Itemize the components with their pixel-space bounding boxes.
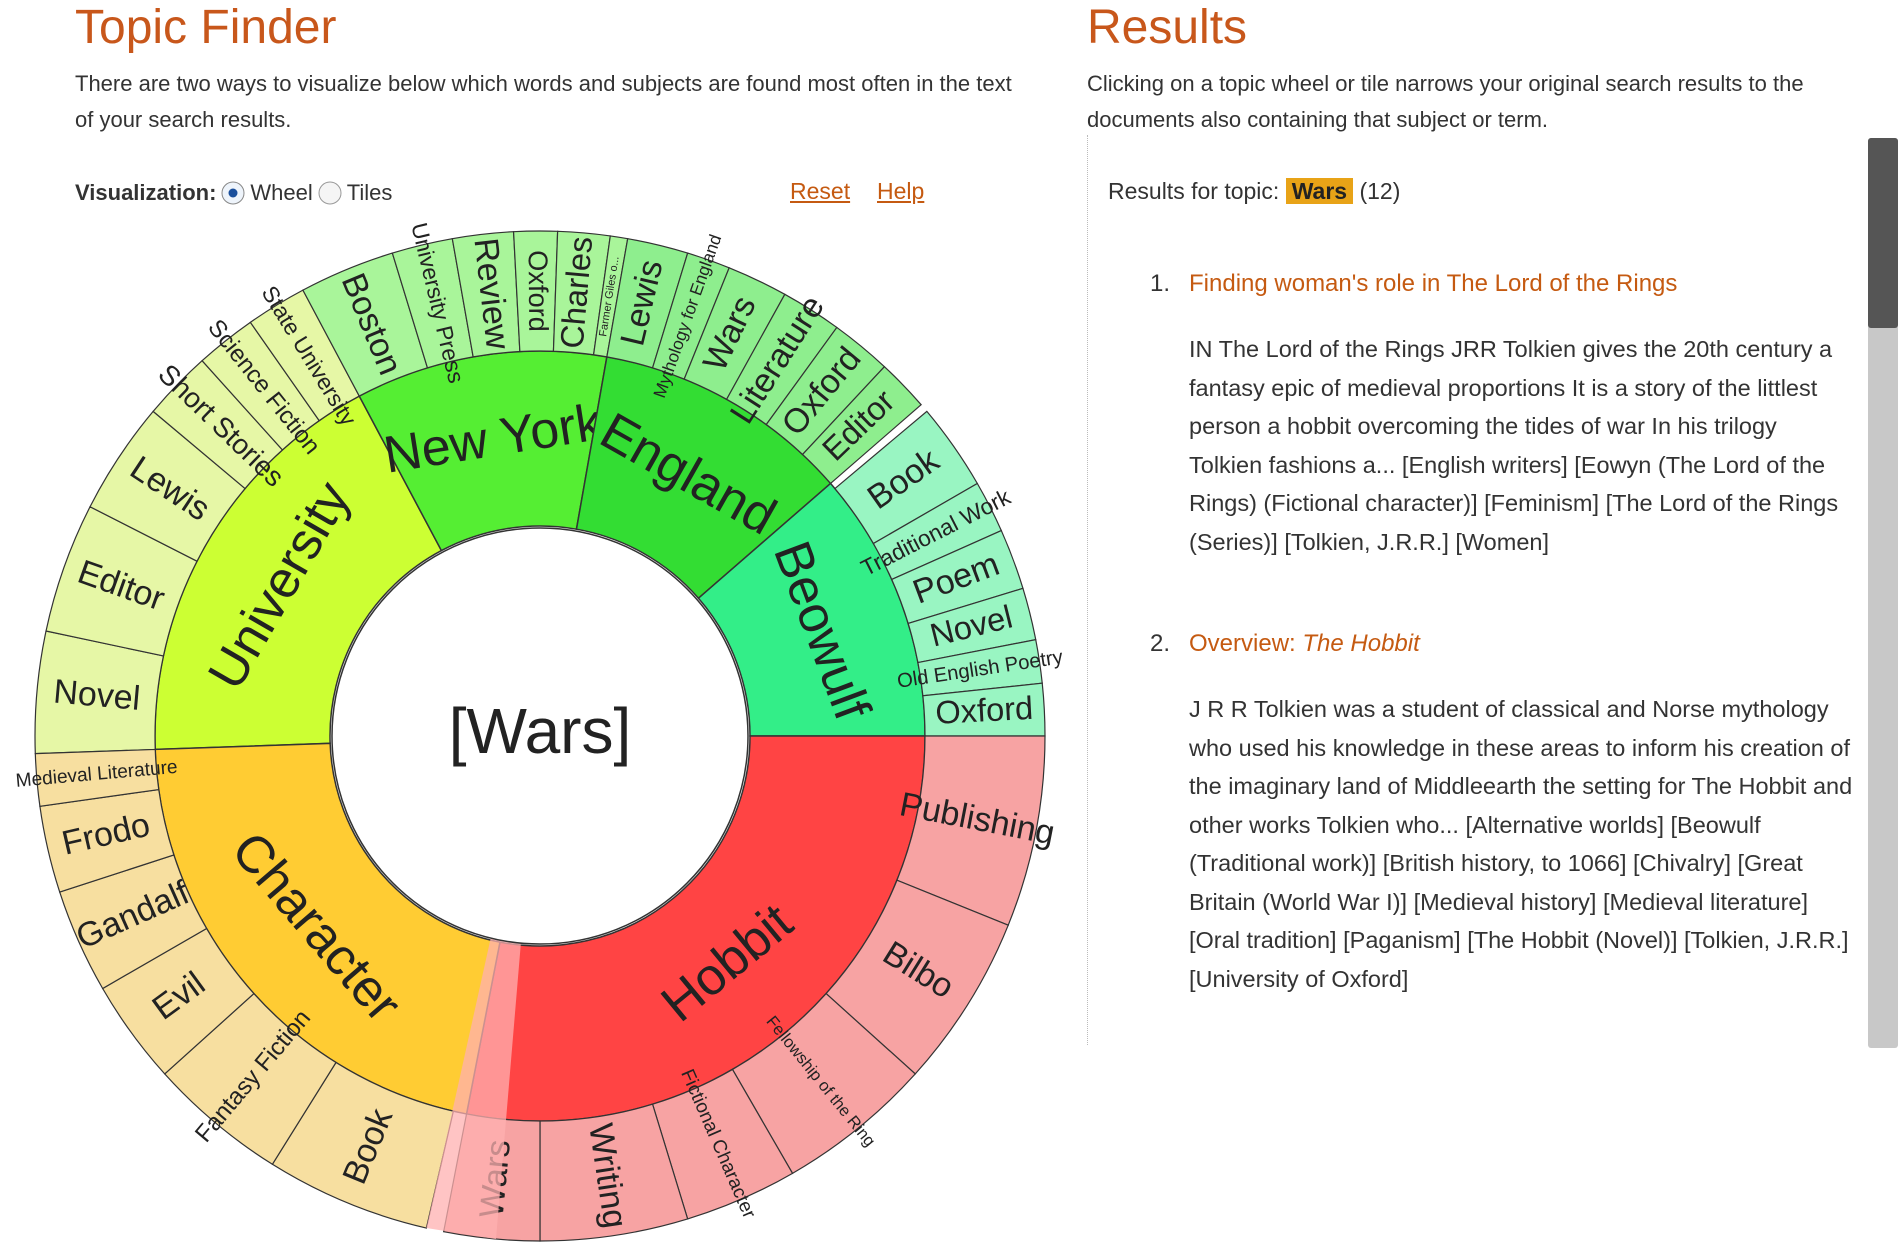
tile-label: Oxford	[523, 250, 555, 332]
tile-label: Oxford	[934, 689, 1034, 731]
result-title-prefix[interactable]: Overview:	[1189, 630, 1296, 657]
result-title-italic[interactable]: The Hobbit	[1302, 630, 1420, 657]
radio-wheel[interactable]	[220, 180, 246, 206]
result-count: (12)	[1359, 178, 1401, 204]
help-link[interactable]: Help	[877, 178, 925, 204]
title: Topic Finder	[75, 1, 337, 54]
result-title[interactable]: Finding woman's role in The Lord of the …	[1189, 270, 1678, 297]
results-title: Results	[1087, 1, 1248, 54]
description: There are two ways to visualize below wh…	[75, 71, 1012, 132]
results-for: Results for topic: Wars (12)	[1108, 178, 1400, 205]
results-description: Clicking on a topic wheel or tile narrow…	[1087, 71, 1804, 132]
radio-tiles[interactable]	[317, 180, 343, 206]
results-prefix: Results for topic:	[1108, 178, 1280, 204]
scroll-thumb[interactable]	[1868, 138, 1898, 328]
item-number: 1.	[1150, 270, 1171, 297]
result-title[interactable]: Overview: The Hobbit	[1189, 630, 1420, 658]
viz-label: Visualization:	[75, 180, 217, 205]
viz-options: Visualization: Wheel Tiles	[75, 180, 392, 206]
option-tiles[interactable]: Tiles	[346, 180, 393, 205]
tile-label: Novel	[52, 672, 142, 717]
divider	[1087, 135, 1088, 1045]
topic-chip[interactable]: Wars	[1285, 178, 1354, 204]
reset-link[interactable]: Reset	[790, 178, 851, 204]
option-wheel[interactable]: Wheel	[250, 180, 313, 205]
item-number: 2.	[1150, 630, 1171, 657]
result-body: J R R Tolkien was a student of classical…	[1189, 696, 1853, 992]
scrollbar[interactable]	[1868, 138, 1898, 1048]
wheel-center	[331, 527, 749, 945]
tile-segment[interactable]	[34, 748, 160, 807]
result-body: IN The Lord of the Rings JRR Tolkien giv…	[1189, 336, 1839, 555]
center-label: [Wars]	[449, 695, 632, 767]
